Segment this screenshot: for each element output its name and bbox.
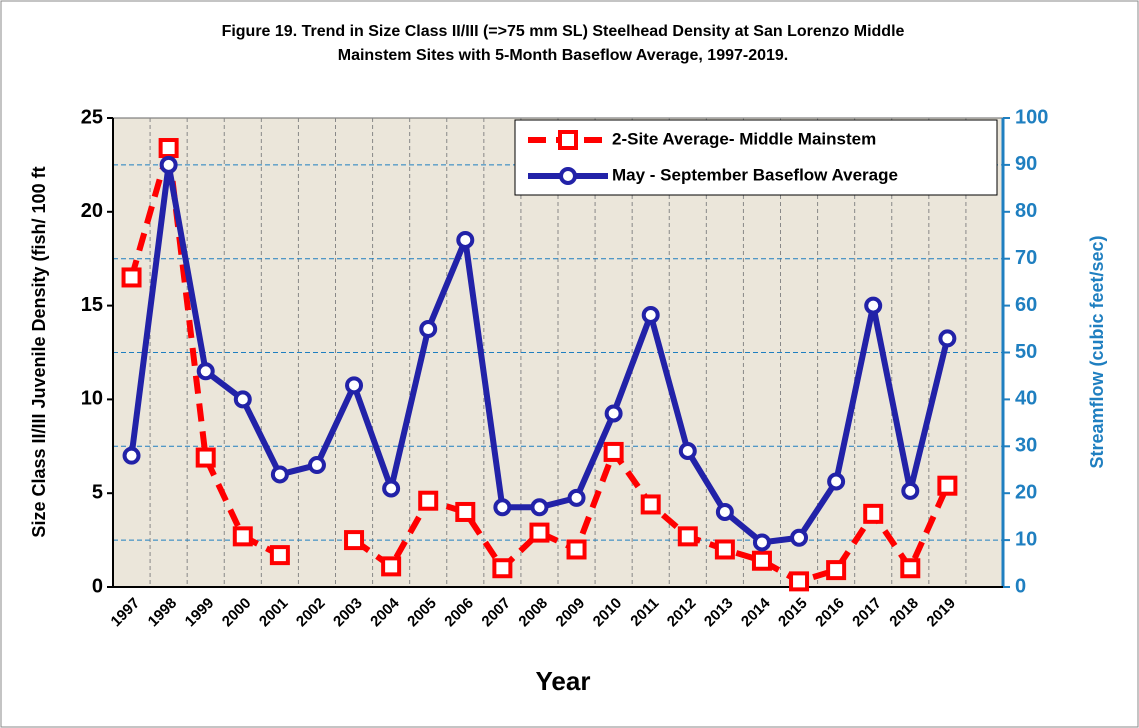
marker	[827, 472, 846, 491]
marker	[159, 155, 178, 174]
marker	[640, 494, 661, 515]
marker	[122, 446, 141, 465]
marker	[492, 558, 513, 579]
y2-tick-label: 70	[1015, 247, 1037, 269]
marker	[567, 488, 586, 507]
marker	[529, 522, 550, 543]
marker	[863, 503, 884, 524]
marker	[604, 404, 623, 423]
legend-marker	[559, 167, 577, 185]
y-tick-label: 15	[81, 294, 103, 316]
marker	[752, 533, 771, 552]
marker	[715, 502, 734, 521]
marker	[789, 571, 810, 592]
y-tick-label: 25	[81, 106, 103, 128]
marker	[901, 481, 920, 500]
marker	[196, 362, 215, 381]
marker	[269, 545, 290, 566]
y2-axis-title: Streamflow (cubic feet/sec)	[1087, 235, 1107, 468]
y2-tick-label: 10	[1015, 528, 1037, 550]
y2-tick-label: 40	[1015, 388, 1037, 410]
marker	[678, 441, 697, 460]
marker	[382, 479, 401, 498]
y-tick-label: 10	[81, 388, 103, 410]
marker	[195, 447, 216, 468]
y2-tick-label: 20	[1015, 481, 1037, 503]
y-tick-label: 0	[92, 575, 103, 597]
chart-title: Figure 19. Trend in Size Class II/III (=…	[222, 23, 905, 40]
legend: 2-Site Average- Middle Mainstem May - Sep…	[514, 119, 998, 196]
marker	[418, 490, 439, 511]
marker	[456, 230, 475, 249]
y2-tick-label: 80	[1015, 200, 1037, 222]
marker	[158, 138, 179, 159]
marker	[307, 456, 326, 475]
legend-label: 2-Site Average- Middle Mainstem	[612, 129, 876, 148]
legend-box	[514, 119, 998, 196]
chart-title: Mainstem Sites with 5-Month Baseflow Ave…	[338, 47, 789, 64]
y2-tick-label: 90	[1015, 153, 1037, 175]
y-tick-label: 20	[81, 200, 103, 222]
y2-tick-label: 100	[1015, 106, 1048, 128]
marker	[121, 267, 142, 288]
marker	[790, 528, 809, 547]
marker	[566, 539, 587, 560]
x-axis-title: Year	[536, 666, 591, 696]
y2-tick-label: 50	[1015, 341, 1037, 363]
marker	[270, 465, 289, 484]
marker	[826, 560, 847, 581]
marker	[381, 556, 402, 577]
legend-label: May - September Baseflow Average	[612, 165, 898, 184]
marker	[345, 376, 364, 395]
marker	[751, 550, 772, 571]
marker	[232, 526, 253, 547]
y2-tick-label: 0	[1015, 575, 1026, 597]
marker	[419, 320, 438, 339]
marker	[530, 498, 549, 517]
marker	[937, 475, 958, 496]
y2-tick-label: 30	[1015, 435, 1037, 457]
marker	[714, 539, 735, 560]
marker	[864, 296, 883, 315]
marker	[344, 530, 365, 551]
marker	[641, 305, 660, 324]
legend-marker	[558, 130, 578, 150]
marker	[900, 558, 921, 579]
y-tick-label: 5	[92, 481, 103, 503]
marker	[455, 501, 476, 522]
marker	[677, 526, 698, 547]
marker	[938, 329, 957, 348]
y-axis-title: Size Class II/III Juvenile Density (fish…	[29, 166, 49, 537]
y2-tick-label: 60	[1015, 294, 1037, 316]
marker	[233, 390, 252, 409]
marker	[603, 441, 624, 462]
marker	[493, 498, 512, 517]
